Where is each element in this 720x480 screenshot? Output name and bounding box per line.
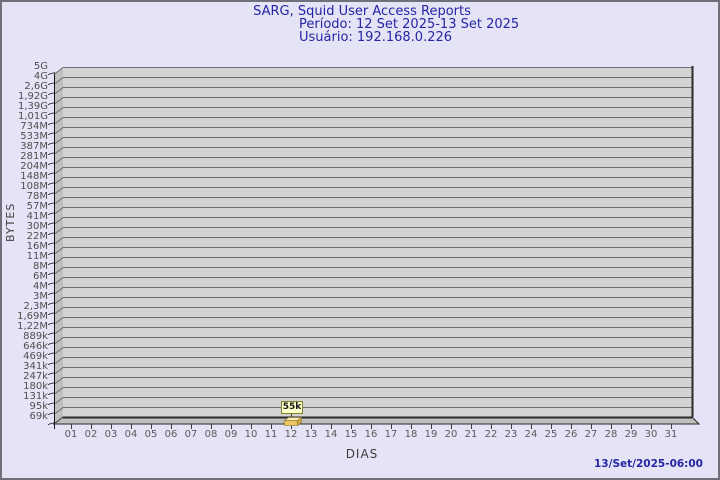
x-tick-label: 30 xyxy=(644,429,658,440)
y-tick-label: 11M xyxy=(26,251,48,262)
x-tick-label: 05 xyxy=(144,429,158,440)
y-tick-label: 1,92G xyxy=(17,91,48,102)
y-tick-label: 281M xyxy=(20,151,48,162)
x-tick-label: 29 xyxy=(624,429,638,440)
y-tick-label: 1,22M xyxy=(17,321,48,332)
x-tick-label: 28 xyxy=(604,429,618,440)
x-tick-label: 01 xyxy=(64,429,78,440)
y-tick-label: 247k xyxy=(23,371,48,382)
x-tick-label: 25 xyxy=(544,429,558,440)
y-tick-label: 533M xyxy=(20,131,48,142)
x-tick-label: 20 xyxy=(444,429,458,440)
x-tick-label: 03 xyxy=(104,429,118,440)
x-tick-label: 31 xyxy=(664,429,678,440)
y-tick-label: 4M xyxy=(33,281,48,292)
y-tick-label: 131k xyxy=(23,391,48,402)
x-tick-label: 08 xyxy=(204,429,218,440)
y-tick-label: 204M xyxy=(20,161,48,172)
x-tick-label: 09 xyxy=(224,429,238,440)
x-tick-label: 27 xyxy=(584,429,598,440)
y-tick-label: 5G xyxy=(33,61,48,72)
bar-value-label: 55k xyxy=(282,402,302,412)
y-tick-label: 387M xyxy=(20,141,48,152)
x-tick-label: 21 xyxy=(464,429,478,440)
x-tick-label: 15 xyxy=(344,429,358,440)
x-tick-label: 12 xyxy=(284,429,298,440)
x-tick-label: 23 xyxy=(504,429,518,440)
report-period: Período: 12 Set 2025-13 Set 2025 xyxy=(299,17,520,32)
x-tick-label: 06 xyxy=(164,429,178,440)
y-tick-label: 78M xyxy=(26,191,48,202)
y-tick-label: 108M xyxy=(20,181,48,192)
y-tick-label: 69k xyxy=(29,411,48,422)
y-tick-label: 1,01G xyxy=(17,111,48,122)
bar-value-annotation: 55k xyxy=(281,401,303,414)
y-tick-label: 8M xyxy=(33,261,48,272)
y-tick-label: 2,3M xyxy=(23,301,48,312)
y-tick-label: 57M xyxy=(26,201,48,212)
y-tick-label: 6M xyxy=(33,271,48,282)
y-tick-label: 30M xyxy=(26,221,48,232)
y-tick-label: 1,69M xyxy=(17,311,48,322)
x-tick-label: 24 xyxy=(524,429,538,440)
y-tick-label: 41M xyxy=(26,211,48,222)
y-tick-label: 3M xyxy=(33,291,48,302)
x-tick-label: 17 xyxy=(384,429,398,440)
y-tick-label: 16M xyxy=(26,241,48,252)
x-tick-label: 18 xyxy=(404,429,418,440)
y-tick-label: 95k xyxy=(29,401,48,412)
x-tick-label: 04 xyxy=(124,429,138,440)
y-tick-label: 646k xyxy=(23,341,48,352)
x-tick-label: 26 xyxy=(564,429,578,440)
y-tick-label: 2,6G xyxy=(24,81,48,92)
y-tick-label: 341k xyxy=(23,361,48,372)
x-tick-label: 10 xyxy=(244,429,258,440)
x-axis-title: DIAS xyxy=(345,447,379,461)
y-tick-label: 148M xyxy=(20,171,48,182)
report-user: Usuário: 192.168.0.226 xyxy=(299,30,453,45)
x-tick-label: 22 xyxy=(484,429,498,440)
report-timestamp: 13/Set/2025-06:00 xyxy=(594,458,703,470)
x-tick-label: 14 xyxy=(324,429,338,440)
y-tick-label: 889k xyxy=(23,331,48,342)
y-tick-label: 1,39G xyxy=(17,101,48,112)
x-tick-label: 02 xyxy=(84,429,98,440)
x-tick-label: 07 xyxy=(184,429,198,440)
y-tick-label: 180k xyxy=(23,381,48,392)
x-tick-label: 13 xyxy=(304,429,318,440)
x-tick-label: 16 xyxy=(364,429,378,440)
x-tick-label: 19 xyxy=(424,429,438,440)
page-title: SARG, Squid User Access Reports xyxy=(253,4,471,19)
y-tick-label: 469k xyxy=(23,351,48,362)
y-tick-label: 734M xyxy=(20,121,48,132)
y-tick-label: 4G xyxy=(33,71,48,82)
x-tick-label: 11 xyxy=(264,429,278,440)
y-tick-label: 22M xyxy=(26,231,48,242)
